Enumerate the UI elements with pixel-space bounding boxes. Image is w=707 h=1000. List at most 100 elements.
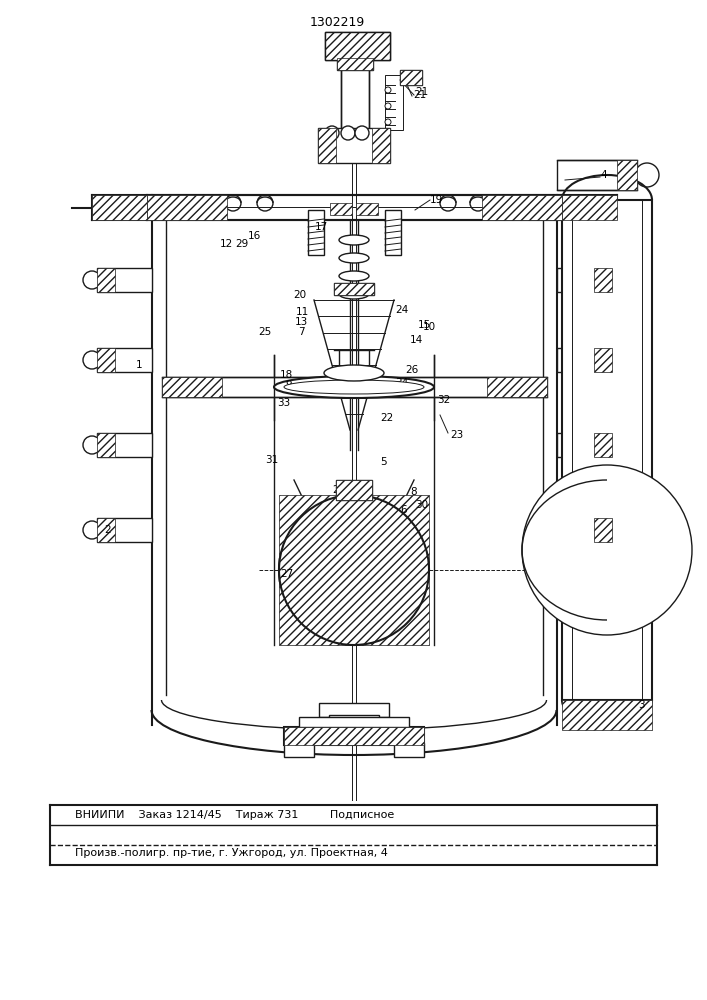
Ellipse shape — [339, 235, 369, 245]
Bar — [162, 377, 547, 397]
Circle shape — [355, 126, 369, 140]
Bar — [394, 743, 424, 757]
Circle shape — [325, 126, 339, 140]
Ellipse shape — [324, 365, 384, 381]
Bar — [372, 128, 390, 163]
Circle shape — [497, 195, 513, 211]
Circle shape — [522, 465, 692, 635]
Text: 8: 8 — [410, 487, 416, 497]
Text: 4: 4 — [600, 170, 607, 180]
Bar — [562, 200, 652, 700]
Bar — [279, 495, 429, 645]
Bar — [562, 700, 652, 730]
Text: 29: 29 — [235, 239, 248, 249]
Circle shape — [257, 195, 273, 211]
Bar — [284, 727, 424, 745]
Circle shape — [83, 521, 101, 539]
Bar — [487, 377, 547, 397]
Text: 14: 14 — [410, 335, 423, 345]
Bar — [329, 715, 379, 725]
Text: 7: 7 — [298, 327, 305, 337]
Bar — [562, 195, 617, 220]
Text: 23: 23 — [450, 430, 463, 440]
Bar — [97, 268, 152, 292]
Text: 9: 9 — [285, 380, 291, 390]
Bar — [385, 210, 401, 255]
Circle shape — [385, 103, 391, 109]
Circle shape — [608, 521, 626, 539]
Ellipse shape — [339, 574, 369, 586]
Bar — [284, 743, 314, 757]
Bar — [325, 32, 390, 60]
Text: 3: 3 — [638, 700, 645, 710]
Text: 1302219: 1302219 — [310, 16, 366, 29]
Bar — [147, 195, 227, 220]
Text: 20: 20 — [293, 290, 306, 300]
Circle shape — [167, 195, 183, 211]
Circle shape — [635, 163, 659, 187]
Bar — [482, 195, 562, 220]
Bar — [336, 480, 372, 500]
Text: 16: 16 — [248, 231, 262, 241]
Circle shape — [279, 495, 429, 645]
Circle shape — [83, 351, 101, 369]
Bar — [594, 348, 612, 372]
Bar — [318, 128, 336, 163]
Circle shape — [470, 195, 486, 211]
Bar — [557, 518, 612, 542]
Bar — [337, 58, 373, 70]
Text: 21: 21 — [413, 90, 426, 100]
Bar — [400, 70, 422, 85]
Text: 2: 2 — [104, 525, 110, 535]
Circle shape — [225, 195, 241, 211]
Circle shape — [341, 126, 355, 140]
Text: 6: 6 — [400, 505, 407, 515]
Circle shape — [385, 87, 391, 93]
Ellipse shape — [284, 380, 424, 394]
Bar — [341, 60, 369, 140]
Text: 1: 1 — [136, 360, 143, 370]
Bar — [557, 348, 612, 372]
Text: 30: 30 — [415, 500, 428, 510]
Circle shape — [385, 119, 391, 125]
Bar — [334, 283, 374, 295]
Text: 25: 25 — [258, 327, 271, 337]
Bar — [594, 268, 612, 292]
Text: 21: 21 — [415, 87, 428, 97]
Text: 12: 12 — [220, 239, 233, 249]
Circle shape — [608, 271, 626, 289]
Bar — [385, 75, 403, 130]
Bar — [557, 268, 612, 292]
Bar — [594, 518, 612, 542]
Bar — [97, 433, 115, 457]
Text: Произв.-полигр. пр-тие, г. Ужгород, ул. Проектная, 4: Произв.-полигр. пр-тие, г. Ужгород, ул. … — [75, 848, 388, 858]
Text: 27: 27 — [280, 569, 293, 579]
Bar — [97, 268, 115, 292]
Bar — [97, 518, 152, 542]
Text: 33: 33 — [277, 398, 291, 408]
Text: 34: 34 — [395, 378, 408, 388]
Bar — [325, 32, 390, 60]
Bar — [594, 433, 612, 457]
Bar — [299, 717, 409, 727]
Bar — [336, 480, 372, 500]
Ellipse shape — [339, 289, 369, 299]
Text: 32: 32 — [437, 395, 450, 405]
Text: 24: 24 — [395, 305, 408, 315]
Text: 13: 13 — [295, 317, 308, 327]
Text: 15: 15 — [418, 320, 431, 330]
Text: 10: 10 — [423, 322, 436, 332]
Bar — [162, 377, 222, 397]
Circle shape — [440, 195, 456, 211]
Bar — [92, 195, 147, 220]
Text: 18: 18 — [280, 370, 293, 380]
Bar — [334, 283, 374, 295]
Bar — [319, 703, 389, 717]
Bar — [400, 70, 422, 85]
Bar — [97, 433, 152, 457]
Bar — [318, 128, 390, 163]
Bar — [337, 58, 373, 70]
Bar — [557, 433, 612, 457]
Ellipse shape — [339, 271, 369, 281]
Ellipse shape — [274, 376, 434, 398]
